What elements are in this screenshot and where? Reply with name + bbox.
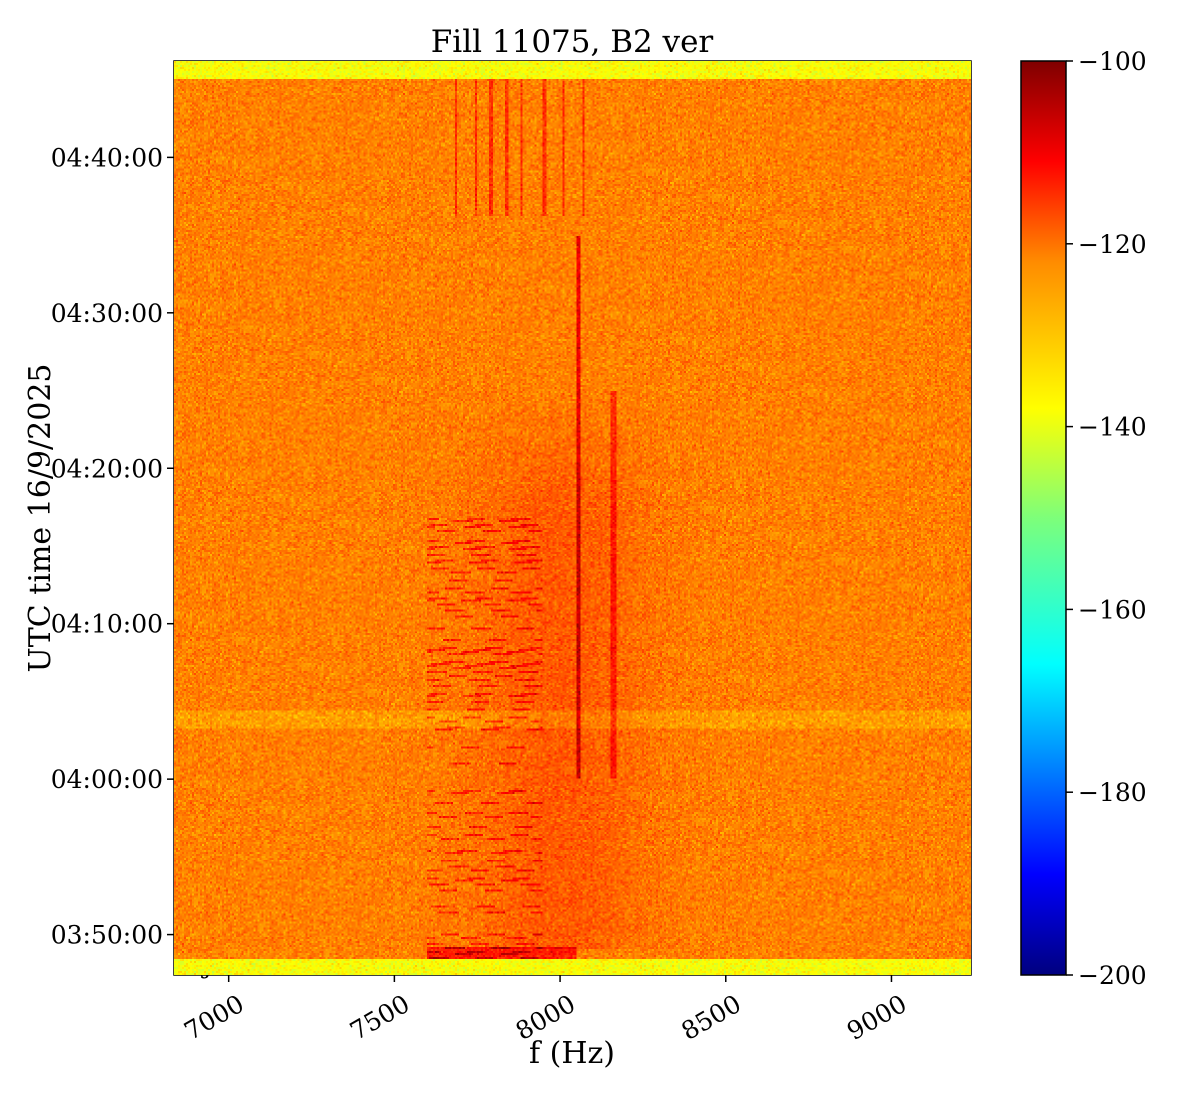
y-tick-label: 04:00:00 <box>51 765 163 794</box>
y-axis: 03:50:00 04:00:00 04:10:00 04:20:00 04:30:00… <box>51 143 174 950</box>
x-tick-label: 7500 <box>345 989 415 1046</box>
x-tick-label: 8500 <box>676 989 746 1046</box>
colorbar-tick-label: −180 <box>1078 778 1147 807</box>
colorbar-tick-label: −120 <box>1078 230 1147 259</box>
y-tick-label: 03:50:00 <box>51 921 163 950</box>
colorbar-axis: −100 −120 −140 −160 −180 −200 <box>1066 47 1147 990</box>
colorbar-gradient <box>1021 61 1066 975</box>
y-tick-label: 04:30:00 <box>51 299 163 328</box>
x-tick-label: 9000 <box>842 989 912 1046</box>
colorbar-tick-label: −160 <box>1078 595 1147 624</box>
colorbar-frame <box>1020 60 1067 976</box>
y-axis-label: UTC time 16/9/2025 <box>23 364 58 673</box>
x-axis-label: f (Hz) <box>529 1036 615 1071</box>
y-tick-label: 04:40:00 <box>51 143 163 172</box>
y-tick-label: 04:10:00 <box>51 610 163 639</box>
chart-title: Fill 11075, B2 ver <box>431 24 714 60</box>
y-tick-label: 04:20:00 <box>51 454 163 483</box>
colorbar-tick-label: −140 <box>1078 413 1147 442</box>
colorbar-tick-label: −100 <box>1078 47 1147 76</box>
x-tick-label: 7000 <box>179 989 249 1046</box>
spectrogram-heatmap <box>174 61 971 975</box>
colorbar-tick-label: −200 <box>1078 961 1147 990</box>
